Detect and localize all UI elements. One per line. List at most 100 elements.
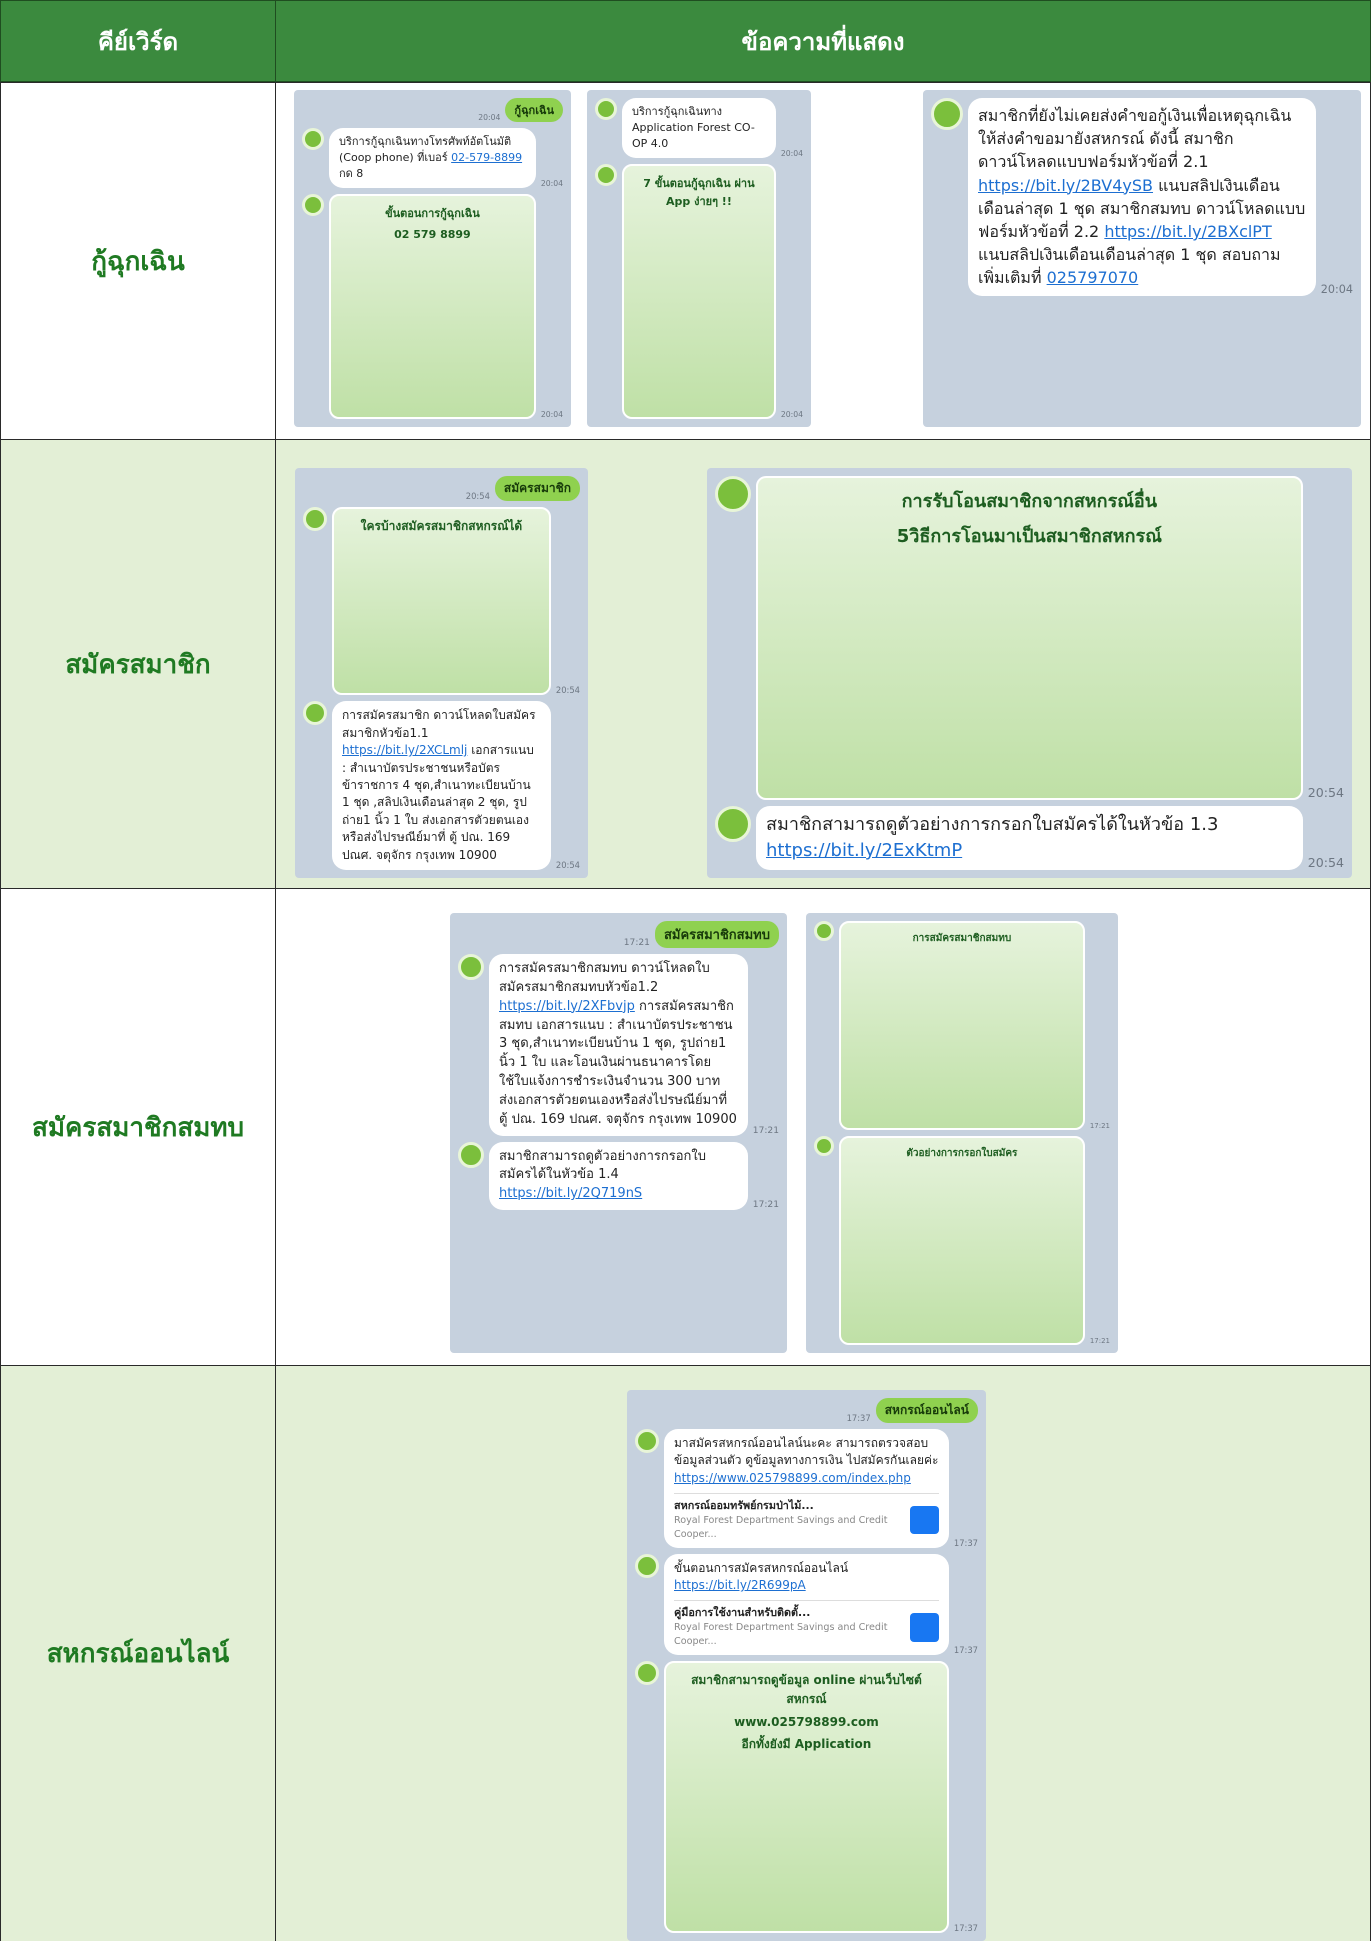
- timestamp: 20:04: [540, 410, 563, 419]
- image-text: 5วิธีการโอนมาเป็นสมาชิกสหกรณ์: [896, 526, 1162, 547]
- chat-screenshot: บริการกู้ฉุกเฉินทาง Application Forest C…: [587, 90, 811, 427]
- timestamp: 17:37: [953, 1537, 978, 1548]
- link-card-text: คู่มือการใช้งานสำหรับติดตั้... Royal Fore…: [674, 1605, 904, 1648]
- avatar: [458, 1141, 484, 1168]
- message-text: มาสมัครสหกรณ์ออนไลน์นะคะ สามารถตรวจสอบข้…: [674, 1436, 939, 1468]
- message-text: กด 8: [339, 166, 364, 180]
- message-row: การสมัครสมาชิกสมทบ 17:21: [814, 921, 1110, 1130]
- chat-screenshot: 20:04 กู้ฉุกเฉินบริการกู้ฉุกเฉินทางโทรศัพ…: [294, 90, 571, 427]
- image-text: 7 ขั้นตอนกู้ฉุกเฉิน ผ่าน App ง่ายๆ !!: [643, 176, 755, 208]
- keyword-cell: สมัครสมาชิกสมทบ: [0, 888, 276, 1366]
- message-link[interactable]: https://bit.ly/2ExKtmP: [766, 839, 963, 861]
- message-row: ใครบ้างสมัครสมาชิกสหกรณ์ได้ 20:54: [303, 507, 580, 696]
- image-text: ขั้นตอนการกู้ฉุกเฉิน: [385, 206, 480, 220]
- timestamp: 20:54: [465, 491, 490, 501]
- message-row: 17:37 สหกรณ์ออนไลน์: [635, 1398, 978, 1423]
- timestamp: 17:21: [752, 1125, 779, 1136]
- timestamp: 20:04: [780, 148, 803, 158]
- link-card-text: สหกรณ์ออมทรัพย์กรมป่าไม้... Royal Forest …: [674, 1498, 904, 1541]
- facebook-icon: [910, 1612, 939, 1642]
- link-card-title: คู่มือการใช้งานสำหรับติดตั้...: [674, 1606, 811, 1620]
- avatar: [715, 805, 751, 842]
- chat-screenshot: 20:54 สมัครสมาชิกใครบ้างสมัครสมาชิกสหกรณ์…: [295, 468, 588, 878]
- link-card-subtitle: Royal Forest Department Savings and Cred…: [674, 1514, 888, 1540]
- message-text: แนบสลิปเงินเดือนเดือนล่าสุด 1 ชุด: [978, 175, 1280, 218]
- facebook-icon: [910, 1505, 939, 1535]
- message-row: บริการกู้ฉุกเฉินทาง Application Forest C…: [595, 98, 803, 158]
- message-text: สอบถามเพิ่มเติมที่: [978, 245, 1281, 288]
- timestamp: 20:54: [555, 685, 580, 696]
- header-message: ข้อความที่แสดง: [275, 0, 1371, 82]
- message-link[interactable]: https://bit.ly/2R699pA: [674, 1578, 806, 1593]
- avatar: [303, 507, 327, 531]
- avatar: [814, 921, 834, 941]
- image-message: ขั้นตอนการกู้ฉุกเฉิน 02 579 8899: [329, 193, 536, 419]
- message-link[interactable]: 02-579-8899: [451, 150, 523, 164]
- message-row: 20:54 สมัครสมาชิก: [303, 476, 580, 501]
- image-text: www.025798899.com: [734, 1714, 879, 1729]
- message-bubble: สมาชิกสามารถดูตัวอย่างการกรอกใบสมัครได้ใ…: [489, 1141, 748, 1211]
- message-link[interactable]: https://bit.ly/2Q719nS: [499, 1186, 643, 1202]
- message-bubble: การสมัครสมาชิกสมทบ ดาวน์โหลดใบสมัครสมาชิ…: [489, 954, 748, 1136]
- message-link[interactable]: https://bit.ly/2XFbvjp: [499, 998, 635, 1014]
- link-card: สหกรณ์ออมทรัพย์กรมป่าไม้... Royal Forest …: [674, 1493, 939, 1541]
- message-bubble: สมาชิกสามารถดูตัวอย่างการกรอกใบสมัครได้ใ…: [756, 805, 1303, 870]
- timestamp: 20:54: [555, 860, 580, 870]
- message-bubble: บริการกู้ฉุกเฉินทาง Application Forest C…: [622, 98, 776, 158]
- timestamp: 17:21: [623, 938, 650, 948]
- timestamp: 17:21: [1089, 1122, 1110, 1130]
- timestamp: 20:04: [478, 113, 501, 122]
- image-text: ตัวอย่างการกรอกใบสมัคร: [906, 1148, 1018, 1159]
- timestamp: 20:04: [780, 410, 803, 419]
- message-bubble: ขั้นตอนการสมัครสหกรณ์ออนไลน์ https://bit…: [664, 1553, 949, 1655]
- timestamp: 17:37: [953, 1644, 978, 1655]
- message-row: บริการกู้ฉุกเฉินทางโทรศัพท์อัตโนมัติ (Co…: [302, 128, 563, 188]
- message-text: แนบสลิปเงินเดือนเดือนล่าสุด 1 ชุด: [978, 245, 1217, 265]
- image-text: การสมัครสมาชิกสมทบ: [912, 933, 1012, 944]
- keyword-cell: สมัครสมาชิก: [0, 439, 276, 889]
- message-link[interactable]: https://bit.ly/2BXclPT: [1104, 221, 1272, 241]
- message-text: Forest CO-OP 4.0: [632, 120, 755, 150]
- message-text: บริการกู้ฉุกเฉินทางโทรศัพท์อัตโนมัติ (Co…: [339, 135, 512, 164]
- message-row: สมาชิกสามารถดูข้อมูล online ผ่านเว็บไซต์…: [635, 1660, 978, 1933]
- image-message: การสมัครสมาชิกสมทบ: [839, 921, 1085, 1130]
- message-row: ขั้นตอนการสมัครสหกรณ์ออนไลน์ https://bit…: [635, 1553, 978, 1655]
- image-message: ใครบ้างสมัครสมาชิกสหกรณ์ได้: [332, 507, 551, 696]
- message-bubble: มาสมัครสหกรณ์ออนไลน์นะคะ สามารถตรวจสอบข้…: [664, 1429, 949, 1548]
- message-row: การสมัครสมาชิก ดาวน์โหลดใบสมัครสมาชิกหัว…: [303, 701, 580, 870]
- avatar: [635, 1553, 659, 1578]
- link-card: คู่มือการใช้งานสำหรับติดตั้... Royal Fore…: [674, 1600, 939, 1648]
- avatar: [595, 98, 617, 120]
- message-row: การสมัครสมาชิกสมทบ ดาวน์โหลดใบสมัครสมาชิ…: [458, 954, 779, 1136]
- message-bubble: การสมัครสมาชิก ดาวน์โหลดใบสมัครสมาชิกหัว…: [332, 701, 551, 870]
- avatar: [715, 476, 751, 512]
- avatar: [458, 954, 484, 980]
- message-link[interactable]: https://bit.ly/2BV4ySB: [978, 175, 1154, 195]
- avatar: [931, 98, 963, 130]
- message-text: เอกสารแนบ : สำเนาบัตรประชาชน 3 ชุด,สำเนา…: [499, 1017, 733, 1090]
- chat-screenshot: สมาชิกที่ยังไม่เคยส่งคำขอกู้เงินเพื่อเหต…: [923, 90, 1361, 427]
- message-text: การสมัครสมาชิก ดาวน์โหลดใบสมัครสมาชิกหัว…: [342, 708, 536, 740]
- keyword-bubble: สหกรณ์ออนไลน์: [875, 1398, 978, 1423]
- keyword-bubble: กู้ฉุกเฉิน: [505, 98, 563, 122]
- message-link[interactable]: https://www.025798899.com/index.php: [674, 1470, 911, 1485]
- message-text: สมาชิกสามารถดูตัวอย่างการกรอกใบสมัครได้ใ…: [499, 1148, 706, 1183]
- message-text: สมาชิกสมทบ ดาวน์โหลดแบบฟอร์มหัวข้อที่ 2.…: [978, 198, 1306, 241]
- message-link[interactable]: 025797070: [1046, 268, 1139, 288]
- message-text: บริการกู้ฉุกเฉินทาง Application: [632, 105, 723, 134]
- message-row: ตัวอย่างการกรอกใบสมัคร 17:21: [814, 1136, 1110, 1345]
- keyword-cell: กู้ฉุกเฉิน: [0, 82, 276, 440]
- timestamp: 20:04: [540, 178, 563, 188]
- message-text: ขั้นตอนการสมัครสหกรณ์ออนไลน์: [674, 1560, 849, 1575]
- timestamp: 17:21: [752, 1200, 779, 1211]
- message-row: มาสมัครสหกรณ์ออนไลน์นะคะ สามารถตรวจสอบข้…: [635, 1429, 978, 1548]
- timestamp: 17:37: [846, 1413, 871, 1423]
- avatar: [635, 1429, 659, 1453]
- avatar: [635, 1660, 659, 1685]
- message-link[interactable]: https://bit.ly/2XCLmlj: [342, 743, 468, 758]
- message-bubble: สมาชิกที่ยังไม่เคยส่งคำขอกู้เงินเพื่อเหต…: [968, 98, 1316, 296]
- image-message: สมาชิกสามารถดูข้อมูล online ผ่านเว็บไซต์…: [664, 1660, 949, 1933]
- link-card-title: สหกรณ์ออมทรัพย์กรมป่าไม้...: [674, 1499, 814, 1513]
- keyword-bubble: สมัครสมาชิกสมทบ: [654, 921, 779, 948]
